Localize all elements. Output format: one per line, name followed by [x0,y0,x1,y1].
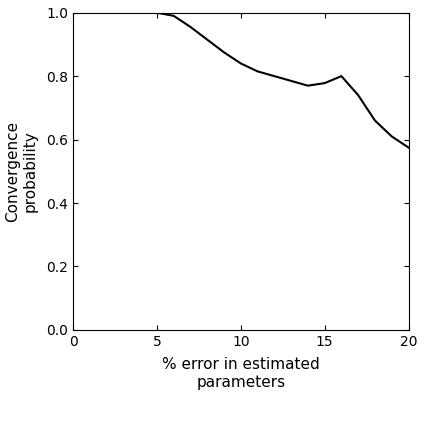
X-axis label: % error in estimated
parameters: % error in estimated parameters [162,357,319,390]
Y-axis label: Convergence
probability: Convergence probability [6,121,38,222]
